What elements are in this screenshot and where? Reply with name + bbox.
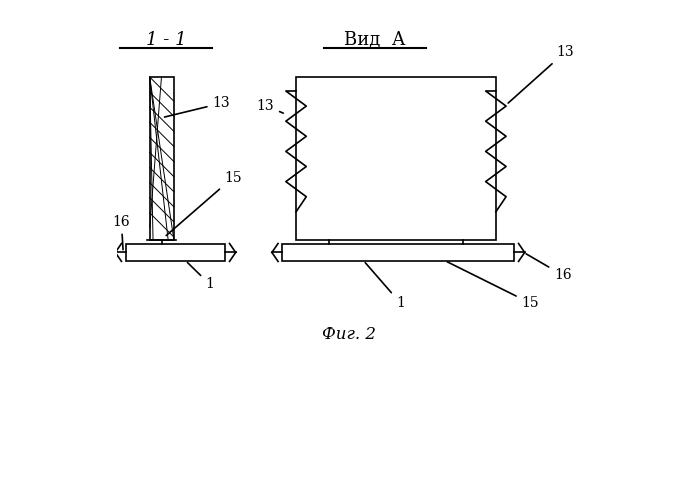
Bar — [126, 244, 226, 260]
Text: 13: 13 — [164, 96, 230, 117]
Text: 13: 13 — [508, 45, 574, 103]
Text: 16: 16 — [526, 254, 572, 282]
Text: 15: 15 — [166, 170, 242, 236]
Text: 1: 1 — [187, 262, 215, 291]
Text: 15: 15 — [447, 262, 539, 310]
Text: Фиг. 2: Фиг. 2 — [322, 326, 377, 344]
Bar — [150, 77, 174, 240]
Bar — [296, 77, 496, 240]
Text: 13: 13 — [257, 99, 283, 113]
Text: 1: 1 — [366, 263, 405, 310]
Text: 16: 16 — [113, 215, 130, 250]
Text: Вид  А: Вид А — [345, 30, 406, 48]
Bar — [282, 244, 514, 260]
Text: 1 - 1: 1 - 1 — [145, 30, 186, 48]
